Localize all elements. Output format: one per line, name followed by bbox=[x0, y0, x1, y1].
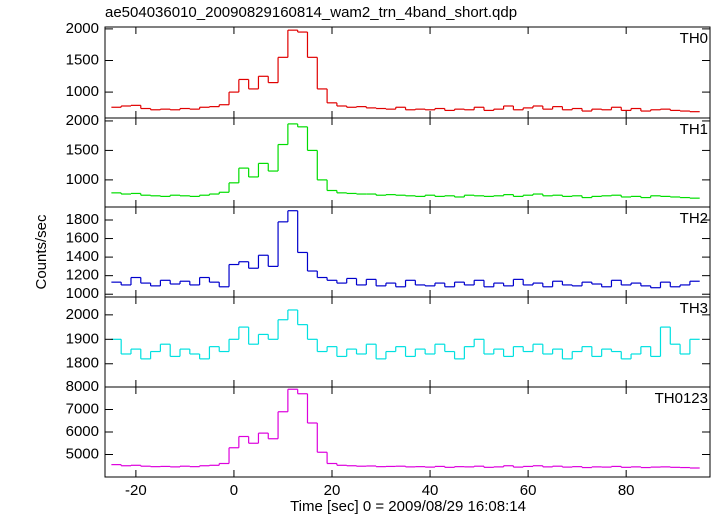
y-tick-label: 1900 bbox=[66, 330, 99, 347]
x-tick-label: 80 bbox=[618, 482, 635, 499]
y-tick-label: 1500 bbox=[66, 141, 99, 158]
step-connector bbox=[120, 309, 691, 359]
x-tick-label: 0 bbox=[230, 482, 238, 499]
y-tick-label: 8000 bbox=[66, 378, 99, 395]
panel-frame bbox=[104, 117, 711, 208]
y-tick-label: 2000 bbox=[66, 20, 99, 37]
y-tick-label: 1500 bbox=[66, 51, 99, 68]
x-tick-label: 40 bbox=[422, 482, 439, 499]
panel-frame bbox=[104, 26, 711, 119]
panel-label: TH3 bbox=[680, 300, 708, 317]
y-tick-label: 1000 bbox=[66, 285, 99, 302]
step-connector bbox=[120, 389, 691, 468]
y-tick-label: 7000 bbox=[66, 400, 99, 417]
x-tick-label: 60 bbox=[520, 482, 537, 499]
x-axis-label: Time [sec] 0 = 2009/08/29 16:08:14 bbox=[290, 498, 526, 515]
step-connector bbox=[120, 30, 691, 112]
y-tick-label: 1400 bbox=[66, 248, 99, 265]
x-tick-label: 20 bbox=[324, 482, 341, 499]
x-tick-label: -20 bbox=[125, 482, 147, 499]
y-tick-label: 1000 bbox=[66, 83, 99, 100]
y-tick-label: 1000 bbox=[66, 171, 99, 188]
y-tick-label: 1600 bbox=[66, 230, 99, 247]
panel-label: TH0 bbox=[680, 30, 708, 47]
y-axis-label: Counts/sec bbox=[33, 214, 50, 290]
panel-frame bbox=[104, 296, 711, 388]
y-tick-label: 5000 bbox=[66, 445, 99, 462]
y-tick-label: 2000 bbox=[66, 112, 99, 129]
y-tick-label: 1800 bbox=[66, 211, 99, 228]
y-tick-label: 6000 bbox=[66, 423, 99, 440]
panel-frame bbox=[104, 386, 711, 478]
chart-title: ae504036010_20090829160814_wam2_trn_4ban… bbox=[105, 4, 517, 21]
panel-label: TH0123 bbox=[655, 390, 708, 407]
step-connector bbox=[120, 210, 691, 288]
panel-label: TH1 bbox=[680, 121, 708, 138]
y-tick-label: 1200 bbox=[66, 267, 99, 284]
panel-label: TH2 bbox=[680, 210, 708, 227]
panel-frame bbox=[104, 206, 711, 298]
y-tick-label: 1800 bbox=[66, 355, 99, 372]
step-connector bbox=[120, 123, 691, 199]
y-tick-label: 2000 bbox=[66, 306, 99, 323]
